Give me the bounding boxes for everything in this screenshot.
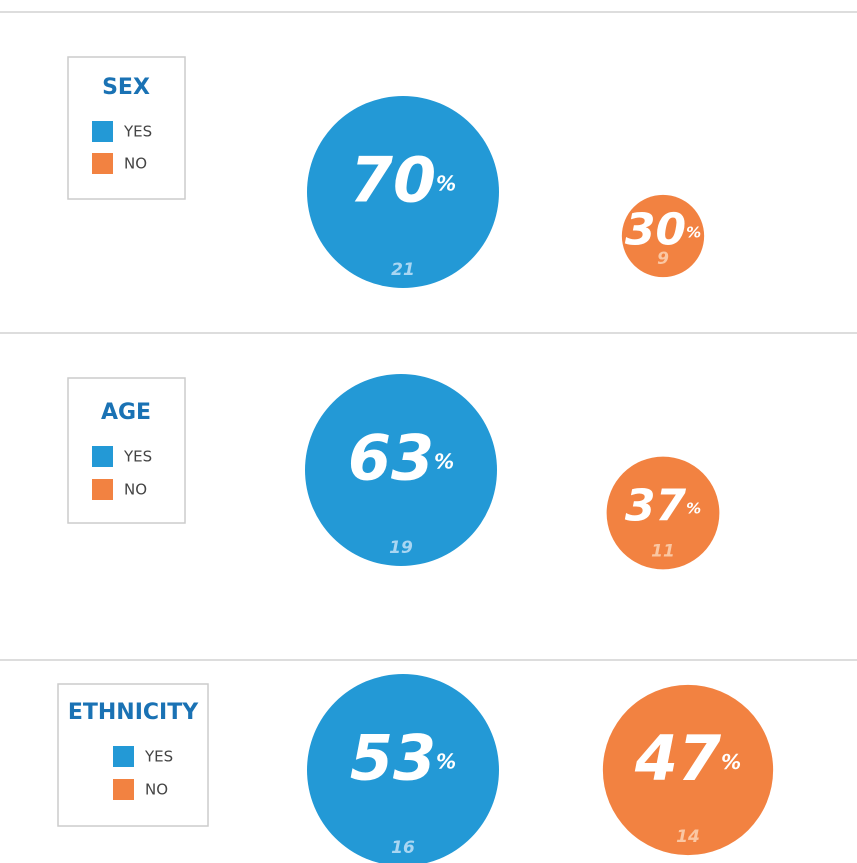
bubble xyxy=(305,374,497,566)
bubble xyxy=(307,674,499,863)
value-unit: % xyxy=(436,171,456,195)
legend-label: YES xyxy=(123,123,152,141)
legend-swatch xyxy=(92,446,113,467)
bubble xyxy=(606,456,720,570)
bubble xyxy=(307,96,499,288)
bubble-value: 37% xyxy=(625,480,701,531)
bubble-value: 70% xyxy=(350,143,456,216)
bubble-count: 19 xyxy=(389,538,413,558)
bubble-value: 47% xyxy=(634,722,741,795)
value-number: 70 xyxy=(350,143,436,216)
value-unit: % xyxy=(434,449,454,473)
legend-swatch xyxy=(92,121,113,142)
legend-label: NO xyxy=(124,481,147,499)
bubble-count: 9 xyxy=(657,249,669,269)
legend-title: AGE xyxy=(101,400,151,425)
legend-swatch xyxy=(92,479,113,500)
value-number: 47 xyxy=(634,722,722,795)
value-number: 53 xyxy=(350,721,436,794)
value-unit: % xyxy=(686,223,701,241)
legend-title: ETHNICITY xyxy=(68,700,199,725)
bubble xyxy=(621,194,705,278)
legend-swatch xyxy=(113,746,134,767)
value-unit: % xyxy=(436,749,456,773)
bubble-count: 16 xyxy=(391,838,415,858)
bubble-count: 11 xyxy=(651,541,675,561)
value-number: 37 xyxy=(625,480,687,531)
legend-box xyxy=(67,377,186,524)
bubble xyxy=(602,684,774,856)
legend-swatch xyxy=(92,153,113,174)
bubble-count: 21 xyxy=(391,260,415,280)
bubble-value: 63% xyxy=(348,421,454,494)
legend-swatch xyxy=(113,779,134,800)
bubble-value: 53% xyxy=(350,721,456,794)
legend-label: YES xyxy=(123,448,152,466)
legend-label: NO xyxy=(124,155,147,173)
bubble-value: 30% xyxy=(625,205,701,256)
legend-label: YES xyxy=(144,748,173,766)
value-unit: % xyxy=(721,750,741,774)
bubble-count: 14 xyxy=(676,827,700,847)
legend-label: NO xyxy=(145,781,168,799)
value-number: 30 xyxy=(625,205,686,256)
value-unit: % xyxy=(686,499,701,517)
legend-title: SEX xyxy=(102,75,150,100)
legend-box xyxy=(67,56,186,200)
value-number: 63 xyxy=(348,421,434,494)
